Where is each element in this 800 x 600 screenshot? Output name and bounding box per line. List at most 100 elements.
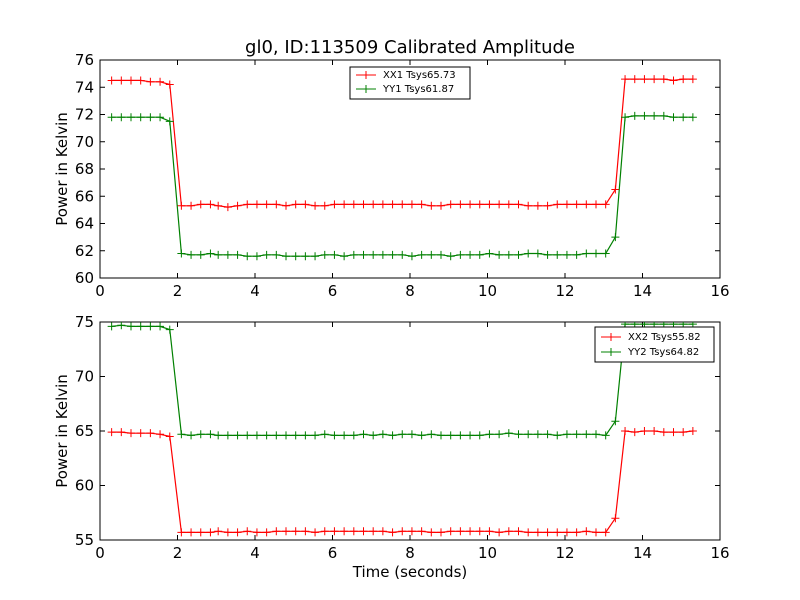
- chart-bottom-legend: XX2 Tsys55.82 YY2 Tsys64.82: [594, 326, 715, 363]
- legend-entry-xx1: XX1 Tsys65.73: [356, 70, 456, 81]
- data-point: [485, 527, 494, 536]
- data-point: [252, 200, 261, 209]
- data-point: [301, 200, 310, 209]
- data-point: [272, 527, 281, 536]
- data-point: [252, 528, 261, 537]
- x-tick-label: 0: [95, 544, 105, 562]
- data-point: [446, 527, 455, 536]
- data-point: [417, 200, 426, 209]
- data-point: [301, 431, 310, 440]
- data-point: [136, 429, 145, 438]
- data-point: [582, 200, 591, 209]
- data-point: [504, 200, 513, 209]
- data-point: [601, 431, 610, 440]
- data-point: [407, 527, 416, 536]
- data-point: [349, 527, 358, 536]
- data-point: [456, 431, 465, 440]
- y-tick-label: 64: [75, 215, 94, 233]
- data-point: [301, 252, 310, 261]
- data-point: [553, 431, 562, 440]
- data-point: [243, 431, 252, 440]
- data-point: [524, 430, 533, 439]
- x-tick-label: 6: [328, 544, 338, 562]
- data-point: [320, 250, 329, 259]
- data-point: [349, 431, 358, 440]
- data-point: [533, 430, 542, 439]
- legend-label-xx1: XX1 Tsys65.73: [383, 70, 456, 81]
- data-point: [611, 233, 620, 242]
- data-point: [282, 431, 290, 440]
- data-point: [165, 432, 174, 441]
- data-point: [388, 431, 397, 440]
- data-point: [417, 527, 426, 536]
- data-point: [592, 528, 600, 537]
- data-point: [466, 431, 475, 440]
- y-tick-label: 76: [75, 51, 94, 69]
- data-point: [330, 200, 339, 209]
- data-point: [456, 250, 465, 259]
- data-point: [127, 429, 135, 438]
- data-point: [446, 431, 455, 440]
- data-point: [475, 250, 484, 259]
- data-point: [543, 430, 552, 439]
- y-tick-label: 68: [75, 160, 94, 178]
- x-tick-label: 4: [250, 544, 260, 562]
- data-point: [369, 250, 378, 259]
- data-point: [359, 527, 368, 536]
- data-point: [679, 428, 688, 437]
- data-point: [601, 249, 610, 258]
- data-point: [669, 428, 678, 437]
- data-point: [456, 527, 465, 536]
- data-point: [562, 250, 571, 259]
- data-point: [206, 249, 215, 258]
- data-point: [466, 250, 475, 259]
- data-point: [117, 322, 126, 330]
- x-tick-label: 12: [555, 282, 574, 300]
- data-point: [553, 200, 562, 209]
- data-point: [524, 528, 533, 537]
- data-point: [688, 427, 697, 435]
- data-point: [621, 427, 630, 435]
- legend-entry-yy1: YY1 Tsys61.87: [356, 84, 454, 95]
- data-point: [272, 250, 281, 259]
- y-tick-label: 75: [75, 313, 94, 331]
- data-point: [417, 250, 426, 259]
- data-point: [177, 249, 186, 258]
- data-point: [514, 527, 523, 536]
- data-point: [252, 252, 261, 261]
- data-point: [187, 528, 196, 537]
- data-point: [592, 200, 600, 209]
- data-point: [630, 111, 639, 120]
- chart-top: gl0, ID:113509 Calibrated Amplitude 0 2 4 6…: [53, 37, 730, 300]
- data-point: [621, 113, 630, 122]
- data-point: [196, 430, 205, 439]
- data-point: [340, 200, 349, 209]
- data-point: [659, 428, 668, 437]
- data-point: [282, 527, 290, 536]
- data-point: [514, 430, 523, 439]
- data-point: [475, 431, 484, 440]
- y-tick-label: 66: [75, 187, 94, 205]
- data-point: [369, 527, 378, 536]
- data-point: [514, 200, 523, 209]
- data-point: [136, 322, 145, 331]
- data-point: [359, 200, 368, 209]
- x-tick-label: 10: [478, 544, 497, 562]
- data-point: [117, 428, 126, 437]
- data-point: [407, 252, 416, 261]
- data-point: [562, 528, 571, 537]
- legend-box: [349, 66, 471, 100]
- data-point: [504, 429, 513, 438]
- y-tick-label: 60: [75, 269, 94, 287]
- x-tick-label: 4: [250, 282, 260, 300]
- data-point: [177, 528, 186, 537]
- data-point: [553, 528, 562, 537]
- series-0: [107, 427, 697, 537]
- legend-label-yy1: YY1 Tsys61.87: [382, 84, 454, 95]
- data-point: [311, 431, 320, 440]
- x-tick-label: 2: [173, 544, 183, 562]
- y-tick-label: 55: [75, 531, 94, 549]
- data-point: [601, 200, 610, 209]
- data-point: [359, 430, 368, 439]
